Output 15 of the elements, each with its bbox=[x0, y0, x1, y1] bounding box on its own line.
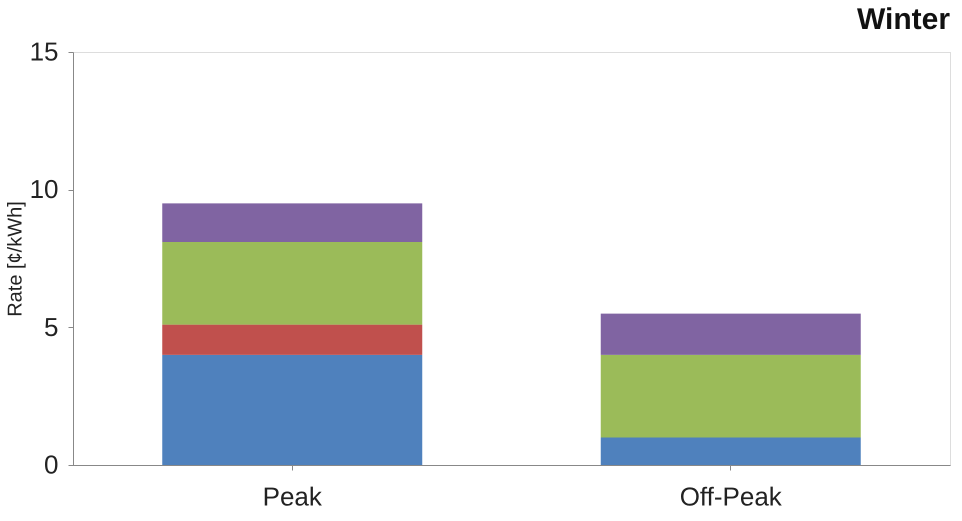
y-axis-title: Rate [¢/kWh] bbox=[4, 201, 27, 317]
bar bbox=[162, 354, 422, 465]
bar bbox=[162, 324, 422, 355]
bar bbox=[162, 242, 422, 325]
chart-title: Winter bbox=[856, 3, 950, 36]
bar bbox=[600, 314, 861, 355]
x-tick-label: Off-Peak bbox=[680, 482, 783, 512]
x-tick-label: Peak bbox=[262, 482, 323, 512]
y-tick-label: 10 bbox=[30, 174, 58, 204]
bar bbox=[162, 203, 422, 242]
y-tick-label: 15 bbox=[30, 36, 58, 66]
bar bbox=[600, 354, 861, 438]
y-tick-label: 5 bbox=[44, 312, 58, 342]
bar bbox=[600, 437, 861, 465]
y-tick-label: 0 bbox=[44, 450, 58, 480]
